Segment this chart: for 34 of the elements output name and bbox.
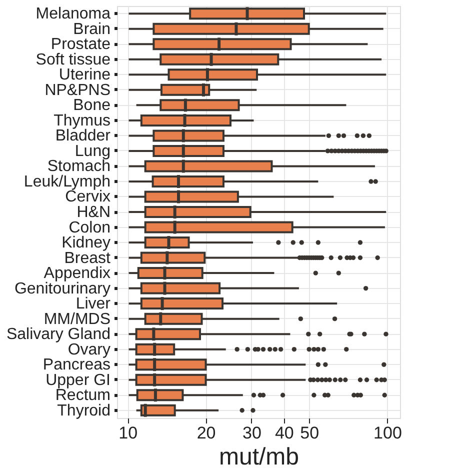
y-tick-label: Thyroid (57, 402, 110, 420)
y-tick-label: Stomach (47, 158, 110, 176)
y-tick-label: Rectum (55, 387, 110, 404)
x-tick-label: 50 (300, 424, 320, 442)
y-tick-label: Breast (64, 250, 112, 267)
y-tick-label: Upper GI (46, 372, 110, 389)
y-tick-label: MM/MDS (44, 310, 110, 328)
y-tick-label: Liver (76, 296, 112, 313)
y-tick-label: NP&PNS (44, 82, 110, 99)
y-tick-label: Cervix (65, 188, 110, 206)
y-tick-label: Bladder (55, 128, 112, 145)
y-tick-label: Uterine (58, 66, 111, 84)
x-tick-label: 10 (118, 424, 138, 442)
y-tick-label: Brain (73, 20, 110, 38)
y-tick-label: Lung (74, 142, 110, 160)
y-tick-label: Soft tissue (36, 51, 111, 68)
y-tick-label: Pancreas (42, 356, 110, 374)
y-tick-label: Salivary Gland (6, 326, 110, 344)
y-tick-label: Ovary (68, 341, 110, 358)
y-tick-label: Genitourinary (14, 280, 110, 298)
y-tick-label: Bone (73, 97, 111, 114)
x-tick-label: 100 (374, 424, 402, 442)
y-tick-label: Kidney (62, 234, 110, 252)
x-tick-label: 40 (274, 424, 294, 442)
y-tick-label: Thymus (54, 112, 110, 130)
x-tick-label: 30 (242, 424, 262, 442)
x-axis-title: mut/mb (218, 444, 300, 470)
y-tick-label: Colon (68, 219, 110, 236)
y-tick-label: Prostate (50, 36, 111, 54)
y-tick-label: Appendix (44, 265, 110, 282)
x-tick-label: 20 (196, 424, 216, 442)
y-tick-label: H&N (76, 204, 110, 221)
y-tick-label: Leuk/Lymph (24, 173, 110, 190)
y-tick-label: Melanoma (36, 6, 111, 23)
